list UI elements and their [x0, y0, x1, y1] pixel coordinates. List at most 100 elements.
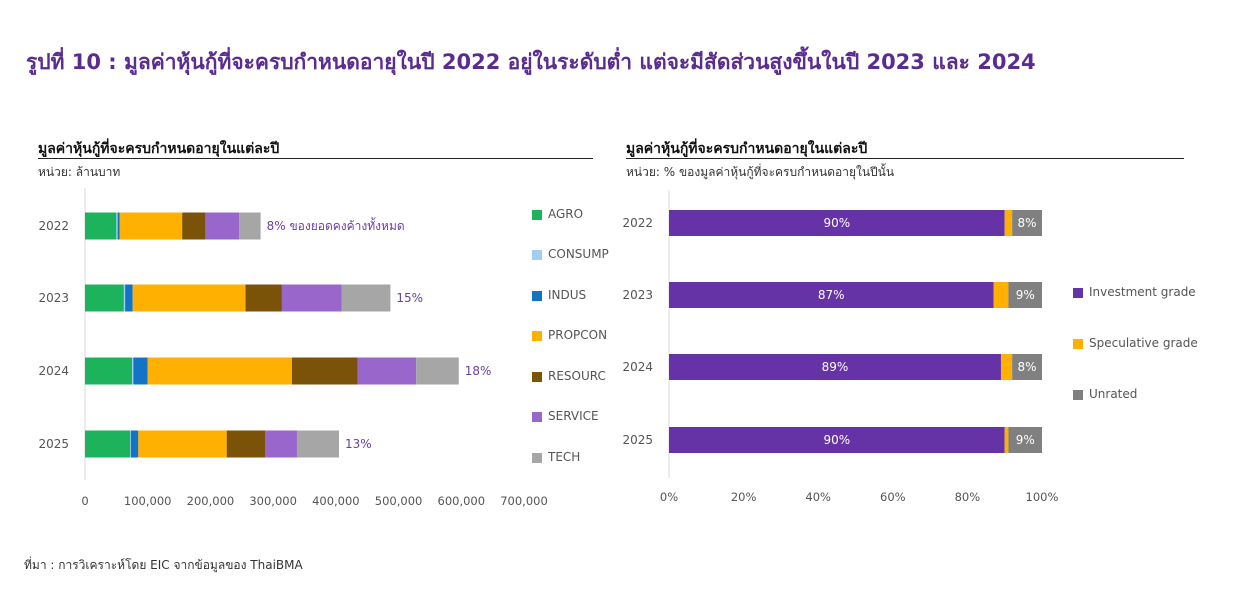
right-legend-label-speculative-grade: Speculative grade: [1089, 336, 1198, 350]
left-bar-resourc-2023: [245, 284, 282, 312]
left-bar-tech-2025: [296, 430, 339, 458]
right-bar-value-label-unrated-2023: 9%: [1016, 288, 1035, 302]
left-bar-agro-2023: [85, 284, 124, 312]
left-x-tick-label: 200,000: [187, 494, 235, 508]
right-bar-speculative-grade-2023: [993, 282, 1009, 308]
left-bar-service-2024: [357, 357, 417, 385]
left-legend-label-service: SERVICE: [548, 409, 599, 423]
left-bar-indus-2025: [130, 430, 139, 458]
left-category-label: 2023: [38, 291, 69, 305]
left-bar-agro-2022: [85, 212, 117, 240]
left-bar-propcon-2023: [132, 284, 246, 312]
left-legend-swatch-tech: [532, 453, 542, 463]
right-legend-swatch-investment-grade: [1073, 288, 1083, 298]
left-bar-annotation-2023: 15%: [396, 291, 423, 305]
right-bar-investment-grade-2022: [669, 210, 1005, 236]
left-legend-swatch-agro: [532, 210, 542, 220]
left-legend-label-propcon: PROPCON: [548, 328, 607, 342]
left-bar-agro-2025: [85, 430, 131, 458]
left-x-tick-label: 500,000: [375, 494, 423, 508]
right-bar-speculative-grade-2025: [1004, 427, 1009, 453]
figure-title: รูปที่ 10 : มูลค่าหุ้นกู้ที่จะครบกำหนดอา…: [26, 50, 1036, 74]
left-bar-propcon-2022: [119, 212, 183, 240]
left-bar-consump-2024: [132, 357, 134, 385]
left-x-tick-label: 300,000: [249, 494, 297, 508]
left-legend-label-resourc: RESOURC: [548, 369, 606, 383]
left-legend-label-consump: CONSUMP: [548, 247, 609, 261]
source-note: ที่มา : การวิเคราะห์โดย EIC จากข้อมูลของ…: [24, 558, 303, 572]
left-bar-service-2022: [205, 212, 240, 240]
right-bar-investment-grade-2025: [669, 427, 1005, 453]
right-bar-investment-grade-2024: [669, 354, 1001, 380]
left-legend-label-tech: TECH: [547, 450, 580, 464]
right-legend-swatch-speculative-grade: [1073, 339, 1083, 349]
left-bar-annotation-2024: 18%: [465, 364, 492, 378]
left-x-tick-label: 700,000: [500, 494, 548, 508]
left-bar-annotation-2022: 8% ของยอดคงค้างทั้งหมด: [267, 217, 405, 233]
left-legend-swatch-consump: [532, 250, 542, 260]
left-category-label: 2025: [38, 437, 69, 451]
right-bar-speculative-grade-2024: [1000, 354, 1013, 380]
left-bar-resourc-2022: [182, 212, 206, 240]
left-bar-service-2023: [281, 284, 342, 312]
left-category-label: 2022: [38, 219, 69, 233]
right-x-tick-label: 80%: [955, 490, 981, 504]
left-category-label: 2024: [38, 364, 69, 378]
left-legend-swatch-service: [532, 412, 542, 422]
right-panel-unit: หน่วย: % ของมูลค่าหุ้นกู้ที่จะครบกำหนดอา…: [626, 165, 895, 179]
left-x-tick-label: 400,000: [312, 494, 360, 508]
right-bar-speculative-grade-2022: [1004, 210, 1013, 236]
right-bar-value-label-investment-grade-2024: 89%: [822, 360, 849, 374]
right-bar-value-label-unrated-2024: 8%: [1018, 360, 1037, 374]
left-bar-tech-2023: [341, 284, 391, 312]
left-x-tick-label: 0: [81, 494, 88, 508]
left-bar-consump-2022: [116, 212, 118, 240]
left-bar-agro-2024: [85, 357, 133, 385]
left-bar-propcon-2025: [138, 430, 227, 458]
left-legend-swatch-indus: [532, 291, 542, 301]
right-x-tick-label: 0%: [660, 490, 678, 504]
right-bar-unrated-2025: [1008, 427, 1042, 453]
right-legend-swatch-unrated: [1073, 390, 1083, 400]
left-bar-resourc-2024: [291, 357, 358, 385]
left-panel-unit: หน่วย: ล้านบาท: [38, 165, 121, 179]
left-bar-tech-2022: [239, 212, 261, 240]
right-bar-value-label-investment-grade-2023: 87%: [818, 288, 845, 302]
right-category-label: 2024: [622, 360, 653, 374]
right-x-tick-label: 20%: [731, 490, 757, 504]
right-x-tick-label: 60%: [880, 490, 906, 504]
left-bar-service-2025: [264, 430, 297, 458]
left-legend-label-indus: INDUS: [548, 288, 586, 302]
left-bar-tech-2024: [416, 357, 459, 385]
right-panel-title: มูลค่าหุ้นกู้ที่จะครบกำหนดอายุในแต่ละปี: [626, 141, 868, 157]
left-x-tick-label: 600,000: [438, 494, 486, 508]
right-bar-investment-grade-2023: [669, 282, 994, 308]
left-bar-indus-2023: [125, 284, 133, 312]
right-legend-label-unrated: Unrated: [1089, 387, 1137, 401]
right-category-label: 2025: [622, 433, 653, 447]
left-bar-annotation-2025: 13%: [345, 437, 372, 451]
right-category-label: 2023: [622, 288, 653, 302]
left-bar-consump-2025: [130, 430, 131, 458]
right-bar-value-label-unrated-2025: 9%: [1016, 433, 1035, 447]
right-legend-label-investment-grade: Investment grade: [1089, 285, 1196, 299]
right-panel-rule: [626, 158, 1184, 159]
left-bar-indus-2024: [133, 357, 148, 385]
right-bar-unrated-2024: [1012, 354, 1042, 380]
left-legend-swatch-propcon: [532, 331, 542, 341]
right-bar-value-label-investment-grade-2025: 90%: [824, 433, 851, 447]
right-x-tick-label: 40%: [805, 490, 831, 504]
left-bar-resourc-2025: [226, 430, 265, 458]
left-legend-label-agro: AGRO: [548, 207, 583, 221]
right-category-label: 2022: [622, 216, 653, 230]
left-bar-propcon-2024: [147, 357, 292, 385]
left-x-tick-label: 100,000: [124, 494, 172, 508]
right-bar-value-label-unrated-2022: 8%: [1018, 216, 1037, 230]
left-bar-consump-2023: [123, 284, 126, 312]
right-x-tick-label: 100%: [1026, 490, 1059, 504]
right-bar-value-label-investment-grade-2022: 90%: [824, 216, 851, 230]
right-bar-unrated-2022: [1012, 210, 1042, 236]
left-panel-rule: [38, 158, 593, 159]
